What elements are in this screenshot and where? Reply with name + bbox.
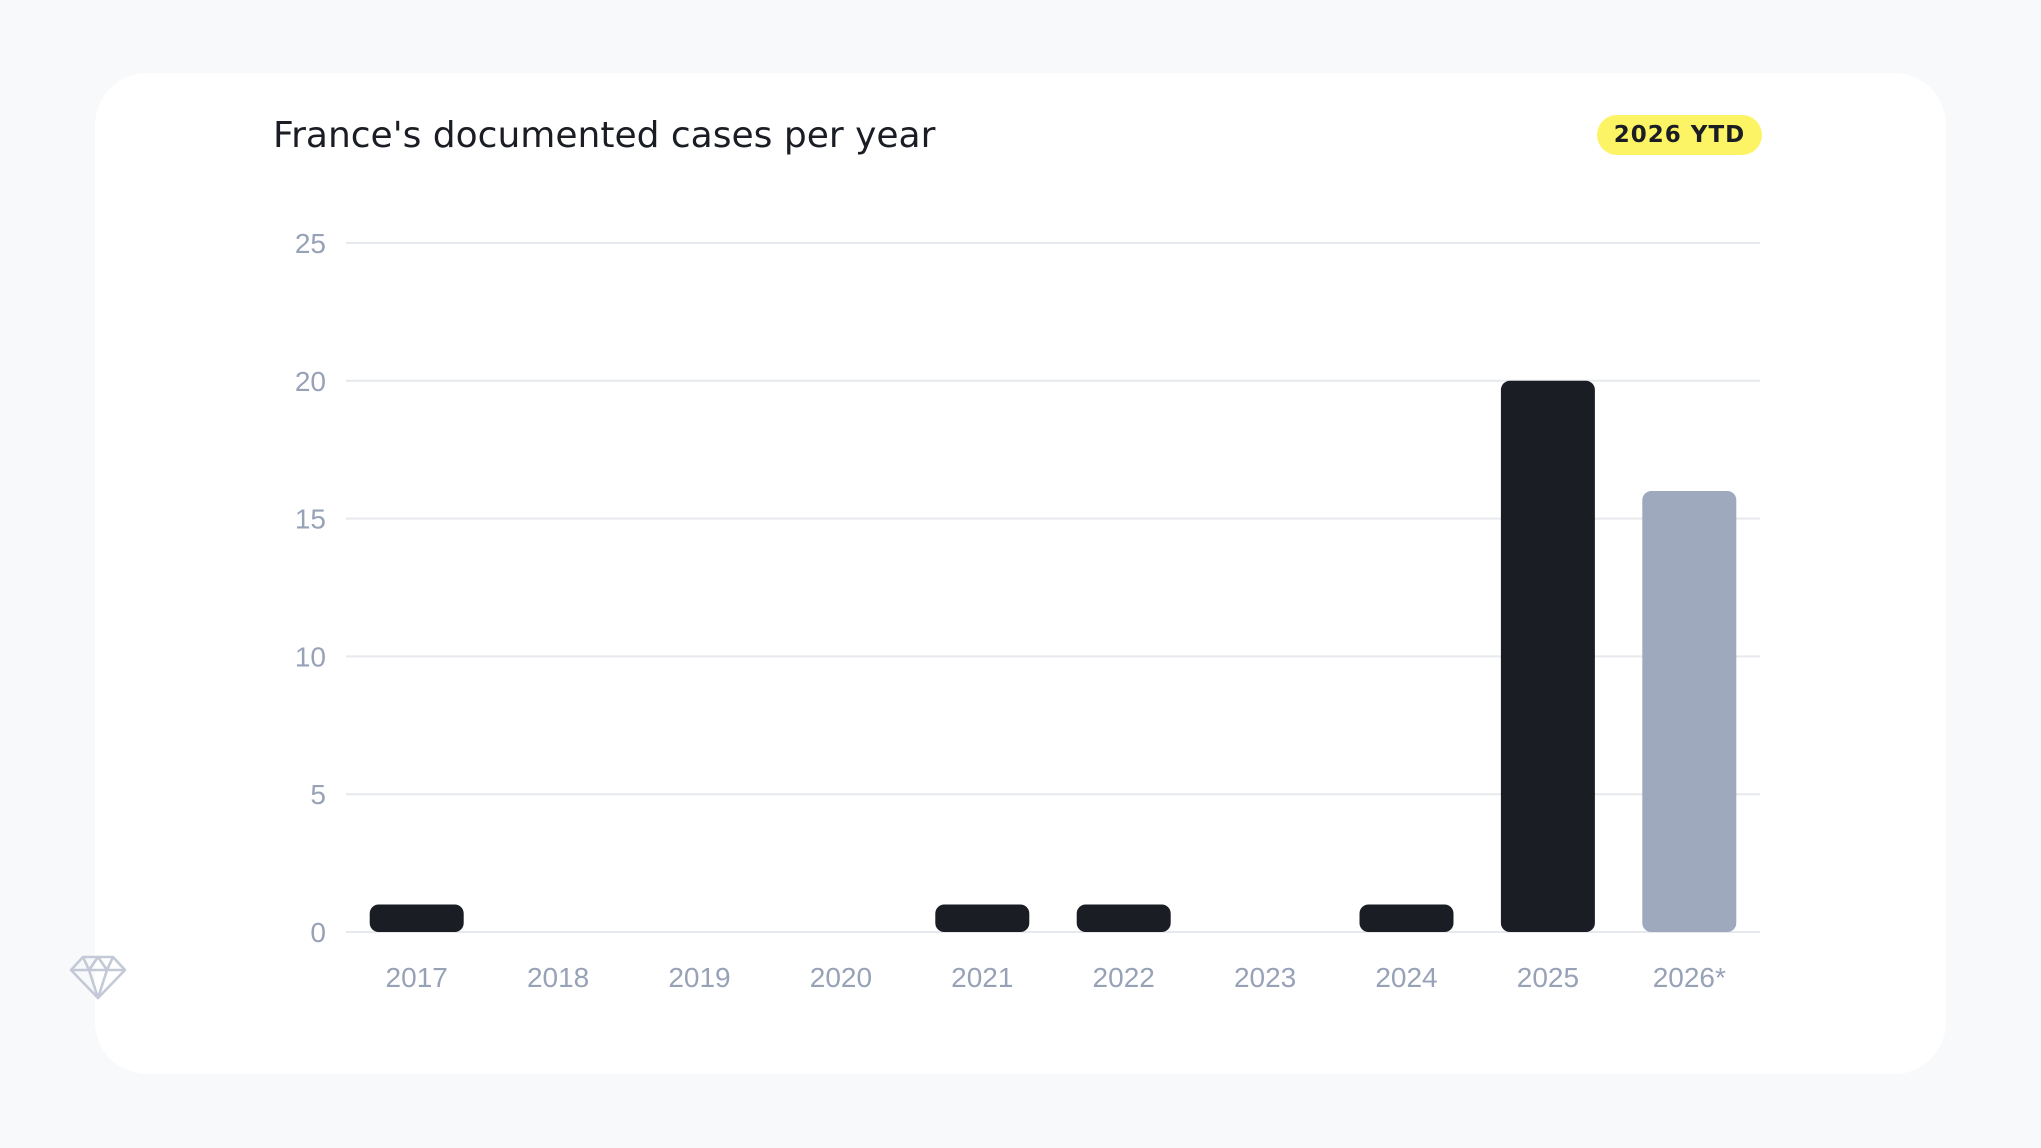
- x-tick-label: 2019: [668, 962, 730, 993]
- x-axis-ticks: 2017 2018 2019 2020 2021 2022 2023 2024 2025 2026…: [386, 962, 1726, 993]
- y-tick-label: 0: [310, 917, 326, 948]
- x-tick-label: 2018: [527, 962, 589, 993]
- ytd-badge: 2026 YTD: [1597, 115, 1762, 155]
- diamond-icon: [69, 955, 127, 1000]
- bars: [369, 380, 1737, 932]
- x-tick-label: 2017: [386, 962, 448, 993]
- bar-2022[interactable]: [1076, 904, 1171, 932]
- bar-2026*[interactable]: [1642, 491, 1737, 932]
- bar-2024[interactable]: [1359, 904, 1454, 932]
- x-tick-label: 2021: [951, 962, 1013, 993]
- x-tick-label: 2024: [1375, 962, 1437, 993]
- bar-2021[interactable]: [935, 904, 1030, 932]
- y-tick-label: 10: [295, 641, 326, 672]
- y-tick-label: 5: [310, 779, 326, 810]
- bar-2017[interactable]: [369, 904, 464, 932]
- x-tick-label: 2026*: [1653, 962, 1726, 993]
- x-tick-label: 2025: [1517, 962, 1579, 993]
- y-tick-label: 25: [295, 228, 326, 259]
- y-tick-label: 20: [295, 366, 326, 397]
- y-tick-label: 15: [295, 504, 326, 535]
- chart-title: France's documented cases per year: [273, 115, 936, 156]
- x-tick-label: 2020: [810, 962, 872, 993]
- bar-2025[interactable]: [1500, 380, 1595, 932]
- y-axis-ticks: 0 5 10 15 20 25: [295, 228, 326, 948]
- x-tick-label: 2023: [1234, 962, 1296, 993]
- x-tick-label: 2022: [1093, 962, 1155, 993]
